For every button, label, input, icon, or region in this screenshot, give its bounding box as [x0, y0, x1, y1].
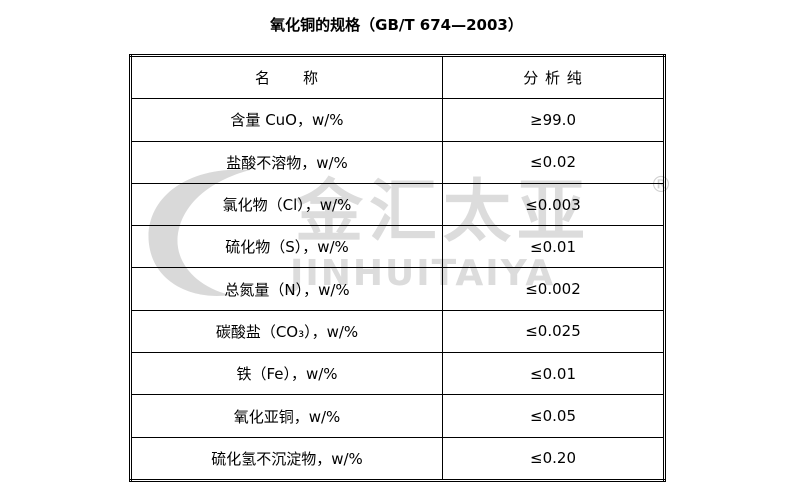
item-spec: ≤0.01	[442, 352, 665, 396]
item-spec: ≤0.05	[442, 394, 665, 438]
item-name: 含量 CuO，w/%	[130, 98, 443, 142]
table-row: 硫化物（S），w/% ≤0.01	[130, 225, 665, 269]
table-row: 铁（Fe），w/% ≤0.01	[130, 352, 665, 396]
item-spec: ≤0.02	[442, 140, 665, 184]
item-spec: ≤0.025	[442, 309, 665, 354]
item-name: 氯化物（Cl），w/%	[130, 182, 443, 227]
table-body: 含量 CuO，w/% ≥99.0 盐酸不溶物，w/% ≤0.02 氯化物（Cl），w/%…	[130, 98, 665, 481]
table-row: 硫化氢不沉淀物，w/% ≤0.20	[130, 436, 665, 481]
header-row: 名 称分 析 纯	[130, 54, 665, 100]
table-row: 氧化亚铜，w/% ≤0.05	[130, 394, 665, 438]
item-spec: ≤0.002	[442, 267, 665, 311]
table-row: 含量 CuO，w/% ≥99.0	[130, 98, 665, 142]
item-name: 硫化物（S），w/%	[130, 225, 443, 269]
item-spec: ≤0.20	[442, 436, 665, 481]
item-spec: ≤0.003	[442, 182, 665, 227]
item-name: 氧化亚铜，w/%	[130, 394, 443, 438]
item-name: 盐酸不溶物，w/%	[130, 140, 443, 184]
title: 氧化铜的规格（GB/T 674—2003）	[270, 16, 523, 34]
spec-table: 名 称分 析 纯 含量 CuO，w/% ≥99.0 盐酸不溶物，w/% ≤0.02 氯化…	[129, 54, 666, 482]
column-header: 名 称	[130, 54, 443, 100]
table-row: 盐酸不溶物，w/% ≤0.02	[130, 140, 665, 184]
table-row: 碳酸盐（CO₃），w/% ≤0.025	[130, 309, 665, 354]
table-row: 氯化物（Cl），w/% ≤0.003	[130, 182, 665, 227]
item-name: 硫化氢不沉淀物，w/%	[130, 436, 443, 481]
item-spec: ≥99.0	[442, 98, 665, 142]
item-spec: ≤0.01	[442, 225, 665, 269]
item-name: 碳酸盐（CO₃），w/%	[130, 309, 443, 354]
column-header: 分 析 纯	[442, 54, 665, 100]
table-row: 总氮量（N），w/% ≤0.002	[130, 267, 665, 311]
item-name: 总氮量（N），w/%	[130, 267, 443, 311]
item-name: 铁（Fe），w/%	[130, 352, 443, 396]
